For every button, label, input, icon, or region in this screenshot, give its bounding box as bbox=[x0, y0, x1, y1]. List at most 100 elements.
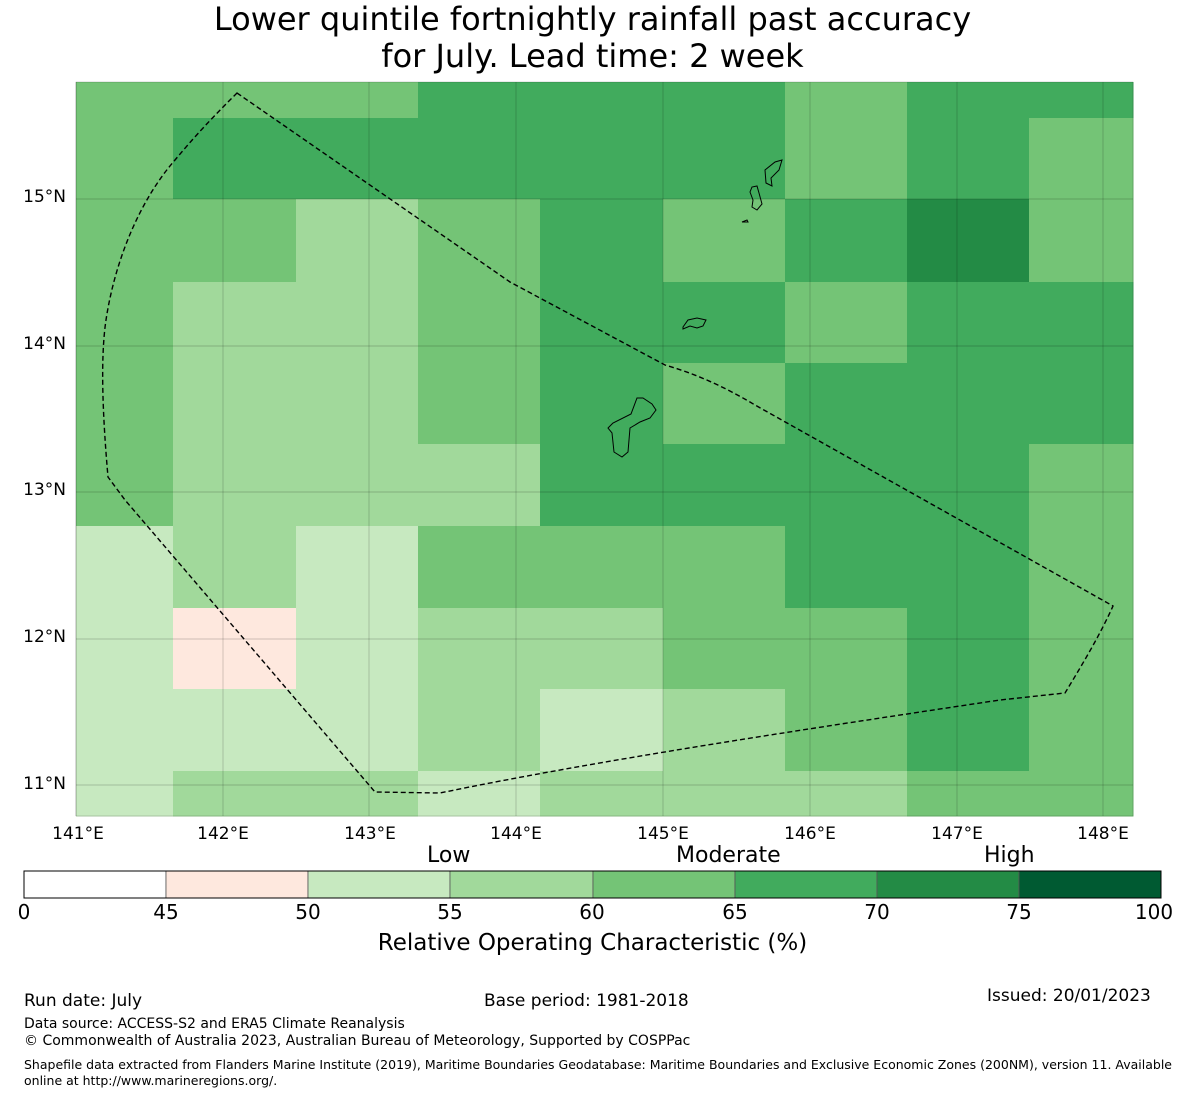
map-cell bbox=[76, 608, 174, 690]
map-cell bbox=[663, 771, 786, 817]
base-period: Base period: 1981-2018 bbox=[484, 991, 689, 1011]
map-cell bbox=[785, 689, 908, 772]
map-cell bbox=[296, 82, 419, 119]
map-cell bbox=[907, 282, 1030, 364]
map-cell bbox=[663, 118, 786, 200]
map-cell bbox=[296, 199, 419, 283]
lon-label: 141°E bbox=[52, 824, 104, 844]
map-cell bbox=[76, 689, 174, 772]
chart-title-line1: Lower quintile fortnightly rainfall past… bbox=[213, 0, 972, 38]
map-cell bbox=[418, 771, 541, 817]
map-cell bbox=[418, 689, 541, 772]
legend-category-moderate: Moderate bbox=[676, 843, 781, 868]
lat-label: 13°N bbox=[23, 480, 66, 500]
map-cell bbox=[76, 363, 174, 445]
map-cell bbox=[76, 118, 174, 200]
map-cell bbox=[173, 363, 297, 445]
map-cell bbox=[1029, 199, 1134, 283]
map-cell bbox=[663, 82, 786, 119]
colorbar-tick: 75 bbox=[1006, 900, 1032, 924]
map-cell bbox=[540, 199, 664, 283]
map-cell bbox=[76, 282, 174, 364]
colorbar-cell bbox=[1018, 870, 1162, 899]
map-cell bbox=[173, 689, 297, 772]
map-cell bbox=[76, 526, 174, 609]
map-gridlines bbox=[75, 82, 1133, 816]
colorbar-cell bbox=[876, 870, 1020, 899]
island-guam bbox=[607, 397, 657, 458]
map-cell bbox=[1029, 444, 1134, 527]
map-cell bbox=[418, 526, 541, 609]
map-cell bbox=[785, 444, 908, 527]
chart-title-line2: for July. Lead time: 2 week bbox=[381, 37, 804, 75]
map-cell bbox=[418, 444, 541, 527]
map-cell bbox=[296, 526, 419, 609]
colorbar-frame bbox=[23, 870, 1162, 899]
map-cell bbox=[76, 444, 174, 527]
map-cell bbox=[76, 771, 174, 817]
colorbar-label: Relative Operating Characteristic (%) bbox=[377, 930, 808, 956]
map-cell bbox=[540, 118, 664, 200]
map-cell bbox=[540, 82, 664, 119]
map-cell bbox=[540, 363, 664, 445]
colorbar-tick: 0 bbox=[17, 900, 31, 924]
lon-label: 145°E bbox=[637, 824, 689, 844]
data-source: Data source: ACCESS-S2 and ERA5 Climate … bbox=[24, 1016, 405, 1032]
map-cell bbox=[173, 771, 297, 817]
colorbar-tick: 70 bbox=[864, 900, 890, 924]
colorbar-cell bbox=[23, 870, 167, 899]
map-cell bbox=[173, 608, 297, 690]
map-cell bbox=[907, 199, 1030, 283]
lat-label: 12°N bbox=[23, 627, 66, 647]
run-date: Run date: July bbox=[24, 991, 143, 1011]
map-cell bbox=[907, 689, 1030, 772]
map-cell bbox=[173, 118, 297, 200]
colorbar-cell bbox=[734, 870, 878, 899]
map-cell bbox=[1029, 363, 1134, 445]
lat-label: 15°N bbox=[23, 187, 66, 207]
map-cell bbox=[418, 363, 541, 445]
shapefile-credit: Shapefile data extracted from Flanders M… bbox=[24, 1057, 1172, 1088]
colorbar-tick: 45 bbox=[153, 900, 179, 924]
map-cell bbox=[907, 526, 1030, 609]
map-cell bbox=[785, 118, 908, 200]
colorbar-cell bbox=[165, 870, 309, 899]
map-cell bbox=[785, 282, 908, 364]
map-cell bbox=[1029, 118, 1134, 200]
colorbar-tick: 100 bbox=[1134, 900, 1174, 924]
map-cell bbox=[418, 199, 541, 283]
map-cell bbox=[907, 771, 1030, 817]
lon-label: 143°E bbox=[344, 824, 396, 844]
map-cell bbox=[1029, 526, 1134, 609]
colorbar-cell bbox=[592, 870, 736, 899]
map-cell bbox=[663, 689, 786, 772]
map-cell bbox=[907, 444, 1030, 527]
map-cell bbox=[1029, 282, 1134, 364]
map-cell bbox=[907, 363, 1030, 445]
map-cell bbox=[296, 118, 419, 200]
lat-label: 11°N bbox=[23, 774, 66, 794]
map-frame bbox=[75, 81, 1134, 817]
lat-label: 14°N bbox=[23, 334, 66, 354]
island-northern bbox=[764, 159, 783, 187]
map-cell bbox=[540, 689, 664, 772]
map-cell bbox=[1029, 771, 1134, 817]
island-saipan bbox=[749, 185, 763, 211]
legend-category-high: High bbox=[984, 843, 1035, 868]
copyright: © Commonwealth of Australia 2023, Austra… bbox=[24, 1033, 691, 1049]
map-cell bbox=[540, 771, 664, 817]
map-cell bbox=[418, 82, 541, 119]
map-cell bbox=[785, 363, 908, 445]
lon-label: 147°E bbox=[931, 824, 983, 844]
map-cell bbox=[173, 82, 297, 119]
map-cell bbox=[418, 118, 541, 200]
map-cell bbox=[296, 608, 419, 690]
map-cell bbox=[663, 282, 786, 364]
map-cell bbox=[663, 363, 786, 445]
map-cell bbox=[907, 118, 1030, 200]
island-rota bbox=[682, 317, 707, 330]
lon-label: 142°E bbox=[197, 824, 249, 844]
map-cell bbox=[907, 82, 1030, 119]
island-tinian bbox=[741, 219, 749, 223]
